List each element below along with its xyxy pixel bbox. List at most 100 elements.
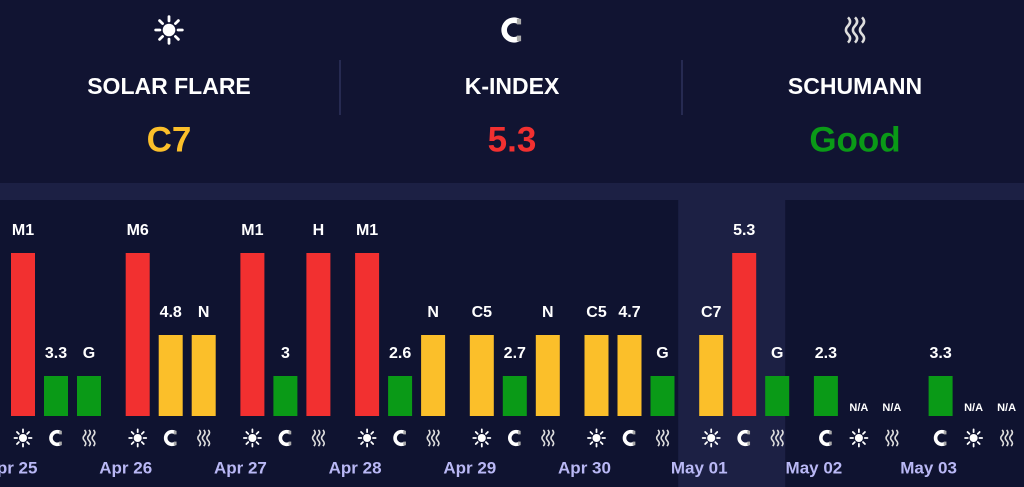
sun-icon [242, 428, 262, 448]
sun-ray [158, 19, 164, 25]
bar [732, 253, 757, 416]
sun-core [854, 433, 863, 443]
wave-line [844, 16, 852, 44]
sun-icon [13, 428, 33, 448]
bar [388, 376, 413, 416]
bar [240, 253, 265, 416]
sun-icon [154, 15, 184, 45]
bar-label: 3 [281, 345, 290, 362]
bar [125, 253, 150, 416]
wave-line [885, 429, 890, 447]
bar [469, 335, 494, 416]
magnet-body [163, 429, 177, 447]
sun-ray [16, 431, 20, 435]
magnet-icon [393, 429, 406, 447]
waves-icon [541, 429, 555, 447]
sun-ray [140, 431, 145, 435]
wave-line [201, 429, 206, 447]
wave-line [858, 16, 866, 44]
wave-line [82, 429, 87, 447]
sun-core [133, 433, 142, 443]
magnet-icon [163, 429, 177, 447]
sun-ray [174, 35, 180, 41]
magnet-icon [278, 429, 292, 447]
magnet-body [393, 429, 406, 447]
sun-ray [966, 431, 971, 435]
sun-ray [245, 431, 250, 435]
magnet-body [501, 17, 521, 43]
bar-label: N/A [849, 402, 868, 414]
sun-icon [849, 428, 869, 448]
waves-icon [426, 429, 440, 447]
bar-label: M1 [12, 222, 34, 239]
sun-ray [360, 441, 364, 445]
wave-line [779, 429, 784, 447]
sun-ray [174, 19, 180, 25]
sun-icon [587, 428, 606, 448]
sun-ray [255, 441, 260, 445]
bar-label: H [313, 222, 325, 239]
bar-label: 5.3 [733, 222, 755, 239]
wave-line [541, 429, 546, 447]
wave-line [775, 429, 780, 447]
sun-ray [370, 441, 375, 445]
magnet-icon [819, 429, 832, 447]
sun-ray [130, 441, 135, 445]
wave-line [851, 16, 859, 44]
wave-line [320, 429, 326, 447]
magnet-body [278, 429, 291, 447]
bar [502, 376, 527, 416]
waves-icon [770, 429, 784, 447]
sun-ray [485, 441, 489, 445]
bar-label: 4.7 [618, 304, 640, 321]
wave-line [206, 429, 211, 447]
magnet-icon [501, 17, 522, 43]
content: SOLAR FLARE C7 K-INDEX 5.3 SCHUMANN Good M1 3.3… [0, 15, 1016, 487]
metric-title: K-INDEX [465, 73, 560, 99]
waves-icon [844, 16, 866, 44]
waves-icon [82, 429, 96, 447]
bar-label: 2.7 [504, 345, 526, 362]
metric-title: SOLAR FLARE [87, 73, 251, 99]
sun-ray [704, 431, 708, 435]
sun-core [248, 433, 257, 443]
bar-label: 2.6 [389, 345, 411, 362]
wave-line [311, 429, 317, 447]
wave-line [770, 429, 775, 447]
sun-ray [158, 35, 164, 41]
wave-line [894, 429, 899, 447]
separator-band [0, 183, 1024, 200]
sun-core [707, 433, 716, 443]
bar-label: M1 [356, 222, 378, 239]
metric-value: C7 [147, 120, 192, 159]
bar-label: N [427, 304, 439, 321]
sun-icon [128, 428, 148, 448]
sun-icon [964, 428, 984, 448]
bar-label: 3.3 [45, 345, 67, 362]
metric-value: Good [809, 120, 900, 159]
wave-line [435, 429, 440, 447]
bar [535, 335, 560, 416]
bar-label: 2.3 [815, 345, 837, 362]
sun-ray [255, 431, 260, 435]
waves-icon [655, 429, 670, 447]
sun-ray [704, 441, 708, 445]
day-date: May 02 [786, 458, 843, 477]
wave-line [91, 429, 96, 447]
sun-ray [474, 431, 479, 435]
magnet-icon [933, 429, 947, 447]
wave-line [316, 429, 321, 447]
sun-core [363, 433, 372, 443]
sun-ray [966, 441, 971, 445]
sun-ray [26, 441, 30, 445]
wave-line [86, 429, 92, 447]
sun-ray [485, 431, 489, 435]
sun-core [969, 433, 978, 443]
bar-label: N/A [882, 402, 901, 414]
bar-label: G [656, 345, 668, 362]
wave-line [197, 429, 202, 447]
bar-label: C5 [472, 304, 493, 321]
sun-ray [862, 441, 866, 445]
sun-ray [245, 441, 250, 445]
